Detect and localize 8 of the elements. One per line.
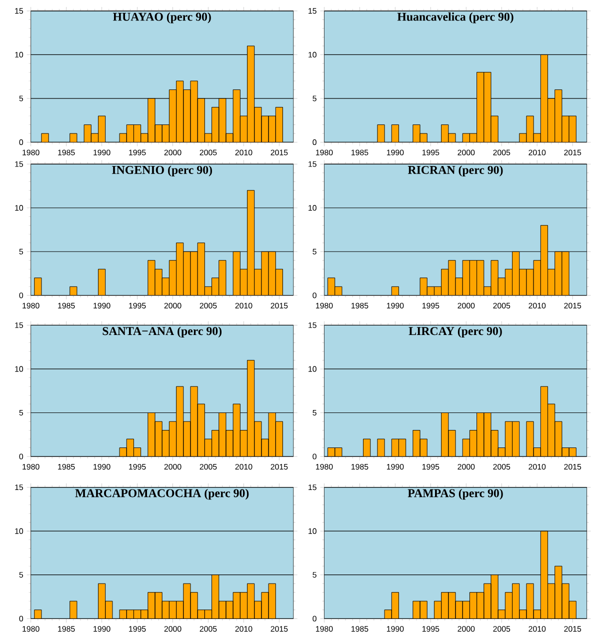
chart-title: LIRCAY (perc 90): [408, 326, 502, 338]
chart-title: MARCAPOMACOCHA (perc 90): [75, 488, 249, 500]
chart-title: PAMPAS (perc 90): [408, 488, 503, 500]
chart-title: INGENIO (perc 90): [112, 166, 212, 176]
chart-title: Huancavelica (perc 90): [397, 12, 514, 24]
chart-title: HUAYAO (perc 90): [113, 12, 211, 24]
chart-title: RICRAN (perc 90): [408, 166, 503, 176]
chart-title: SANTA−ANA (perc 90): [102, 326, 222, 338]
